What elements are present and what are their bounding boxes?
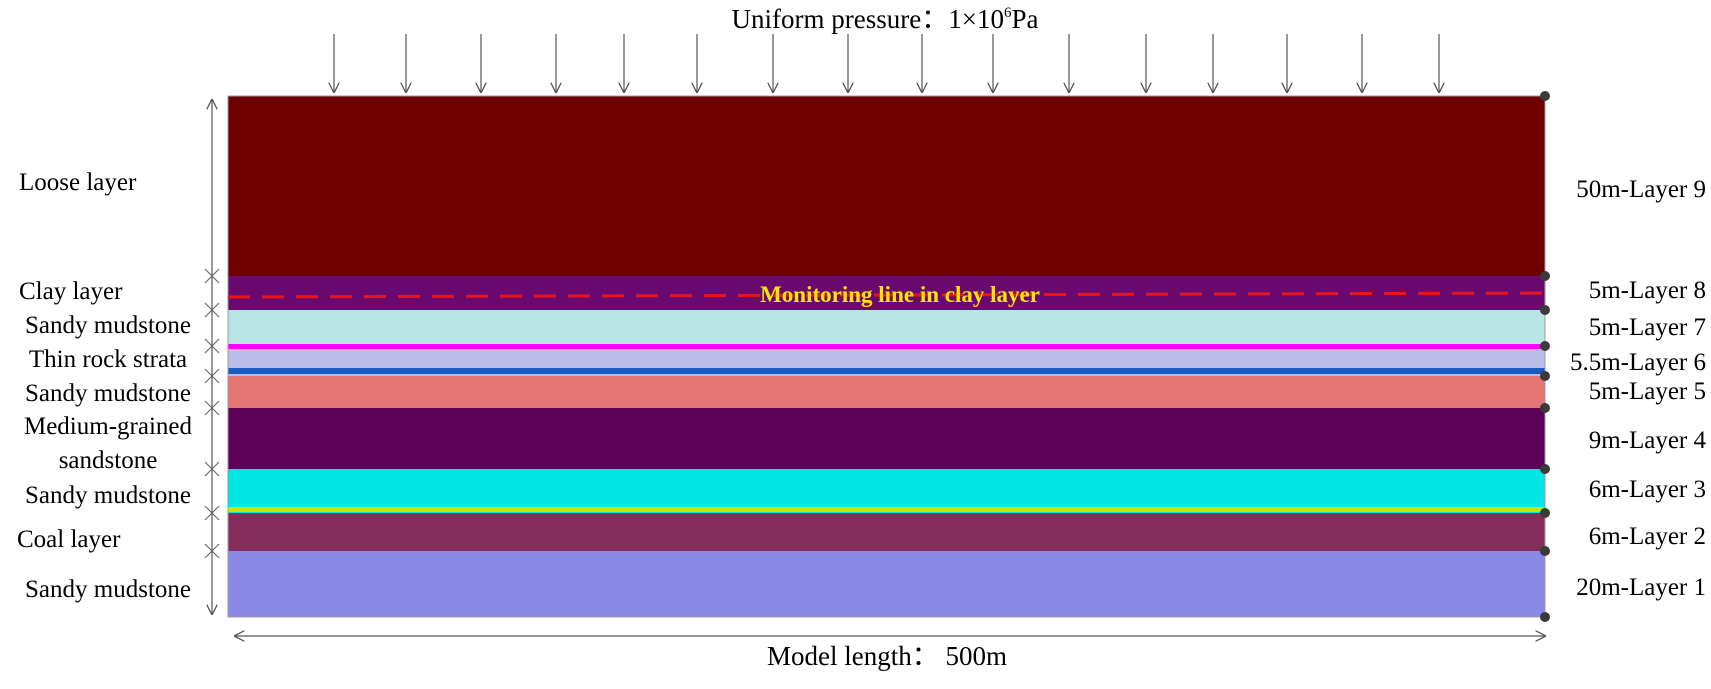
rock-names: Loose layer Clay layer Sandy mudstone Thin … [17,169,192,603]
rock-name-label: Thin rock strata [29,346,187,373]
layer-4-label: 9m-Layer 4 [1589,427,1707,454]
interface-tick [204,268,220,284]
layer-7-band [228,310,1545,346]
height-dimension [204,100,220,614]
interface-dot [1540,508,1550,518]
interface-tick [204,505,220,521]
interface-tick [204,302,220,318]
layer-3-label: 6m-Layer 3 [1589,476,1706,503]
model-length-label: Model length： 500m [767,641,1007,671]
pressure-title-prefix: Uniform pressure：1×10 [732,4,1004,34]
pressure-title-unit: Pa [1011,4,1038,34]
layer-5-label: 5m-Layer 5 [1589,378,1706,405]
layer-2-label: 6m-Layer 2 [1589,523,1706,550]
rock-name-label: Sandy mudstone [25,312,191,339]
rock-name-label: Sandy mudstone [25,380,191,407]
layer-1-band [228,551,1545,617]
interface-dot [1540,305,1550,315]
pressure-arrows [334,34,1439,92]
rock-name-label: Loose layer [19,169,137,196]
rock-name-label: sandstone [59,447,158,474]
layer-2-band [228,513,1545,551]
model-outline [227,95,1546,618]
strata-layers [227,95,1546,618]
interface-dot [1540,371,1550,381]
pressure-title: Uniform pressure：1×106Pa [732,4,1039,34]
interface-dot [1540,341,1550,351]
interface-markers [1540,91,1550,622]
pressure-title-exponent: 6 [1004,5,1012,21]
layer-8-label: 5m-Layer 8 [1589,277,1706,304]
rock-name-label: Sandy mudstone [25,576,191,603]
rock-name-label: Clay layer [19,278,123,305]
layer-3-band [228,469,1545,513]
monitoring-line [227,291,1554,299]
interface-tick [204,400,220,416]
layer-7-label: 5m-Layer 7 [1589,314,1706,341]
interface-tick [204,368,220,384]
layer-9-label: 50m-Layer 9 [1576,176,1706,203]
thin-strip [228,344,1545,349]
layer-9-band [228,96,1545,276]
layer-6-label: 5.5m-Layer 6 [1570,349,1706,376]
interface-dot [1540,612,1550,622]
thin-strip [228,368,1545,374]
rock-name-label: Coal layer [17,526,121,553]
interface-dot [1540,91,1550,101]
monitoring-line-label: Monitoring line in clay layer [760,282,1040,307]
interface-tick [204,338,220,354]
interface-dot [1540,464,1550,474]
interface-dot [1540,546,1550,556]
layer-1-label: 20m-Layer 1 [1576,574,1706,601]
thin-strip [228,507,1545,512]
interface-tick [204,461,220,477]
interface-dot [1540,271,1550,281]
rock-name-label: Medium-grained [24,413,193,440]
layer-5-band [228,376,1545,408]
interface-dot [1540,403,1550,413]
rock-name-label: Sandy mudstone [25,482,191,509]
interface-tick [204,543,220,559]
layer-4-band [228,408,1545,469]
layer-labels: 50m-Layer 9 5m-Layer 8 5m-Layer 7 5.5m-Laye… [1570,176,1707,601]
